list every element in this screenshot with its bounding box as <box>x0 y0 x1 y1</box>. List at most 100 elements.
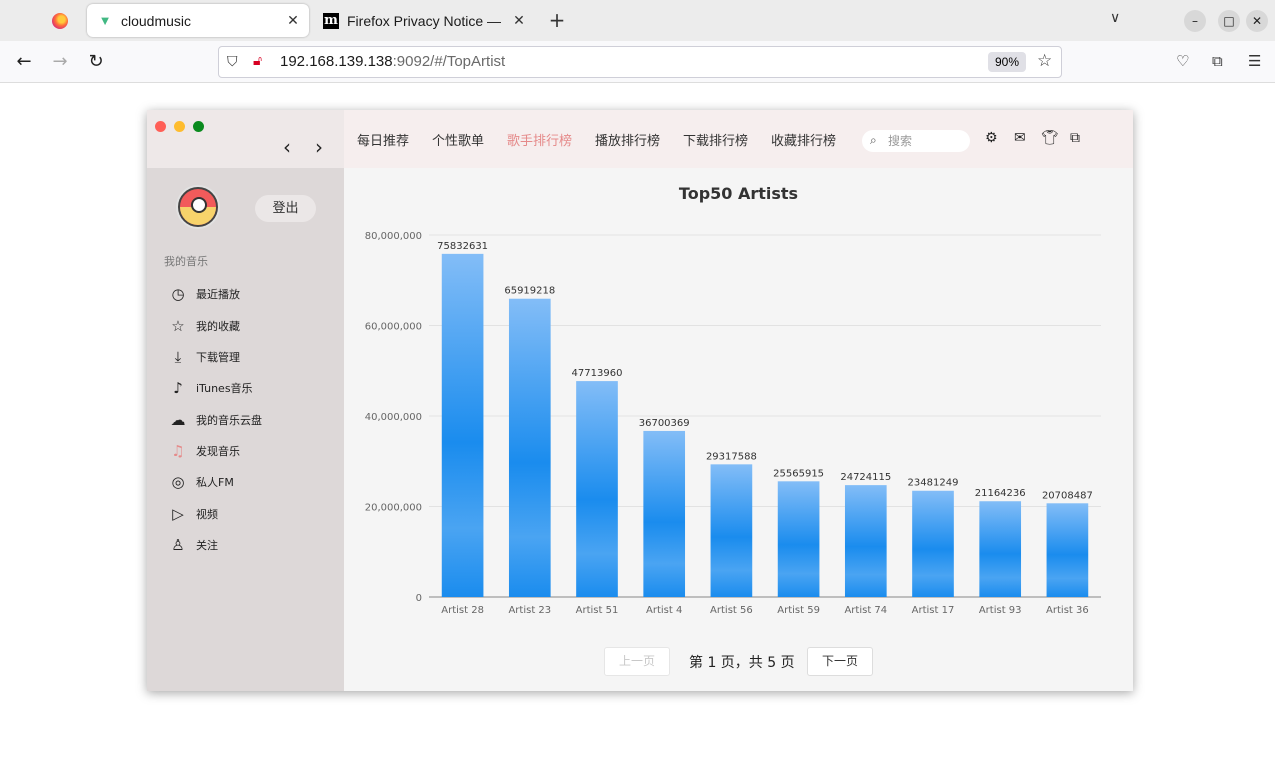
browser-tab-bar: ▼ cloudmusic ✕ m Firefox Privacy Notice … <box>0 0 1275 41</box>
sidebar-item-favorites[interactable]: ☆ 我的收藏 <box>168 315 240 337</box>
data-label: 29317588 <box>706 451 757 462</box>
bar <box>777 481 820 597</box>
mdn-icon: m <box>323 12 339 29</box>
section-title: 我的音乐 <box>164 255 208 268</box>
close-tab-icon[interactable]: ✕ <box>287 12 299 28</box>
maximize-dot[interactable] <box>193 121 204 132</box>
y-tick-label: 0 <box>416 593 422 604</box>
tab-artist-rank[interactable]: 歌手排行榜 <box>507 134 573 149</box>
insecure-lock-icon[interactable]: 🔓︎ <box>253 53 263 69</box>
minimize-button[interactable]: – <box>1184 10 1206 32</box>
minimize-dot[interactable] <box>174 121 185 132</box>
sidebar-item-label: iTunes音乐 <box>196 382 253 395</box>
sidebar-item-downloads[interactable]: ⤓ 下载管理 <box>168 346 240 368</box>
extensions-icon[interactable]: ⧉ <box>1212 52 1223 70</box>
star-icon: ☆ <box>171 317 185 335</box>
tab-collect-rank[interactable]: 收藏排行榜 <box>771 134 837 149</box>
search-icon: ⌕ <box>870 133 877 147</box>
gear-icon[interactable]: ⚙ <box>985 130 998 146</box>
video-icon: ▷ <box>172 505 184 523</box>
mini-window-icon[interactable]: ⧉ <box>1070 130 1080 146</box>
zoom-level[interactable]: 90% <box>988 52 1026 72</box>
tab-privacy-notice[interactable]: m Firefox Privacy Notice — ✕ <box>313 4 535 37</box>
tab-daily[interactable]: 每日推荐 <box>357 134 410 149</box>
top-nav: 每日推荐 个性歌单 歌手排行榜 播放排行榜 下载排行榜 收藏排行榜 ⌕ ⚙ ✉ … <box>344 110 1133 168</box>
page-indicator: 第 1 页，共 5 页 <box>689 655 795 671</box>
data-label: 75832631 <box>437 241 488 252</box>
next-page-button[interactable]: 下一页 <box>807 647 873 676</box>
sidebar-item-fm[interactable]: ◎ 私人FM <box>168 471 234 493</box>
data-label: 21164236 <box>975 488 1026 499</box>
sidebar-item-label: 视频 <box>196 508 218 521</box>
tab-play-rank[interactable]: 播放排行榜 <box>595 134 661 149</box>
sidebar-item-recent[interactable]: ◷ 最近播放 <box>168 283 240 305</box>
chevron-right-icon[interactable]: › <box>315 135 323 159</box>
list-all-tabs-icon[interactable]: ∨ <box>1110 10 1121 26</box>
sidebar-item-label: 关注 <box>196 539 218 552</box>
sidebar-item-follow[interactable]: ♙ 关注 <box>168 534 218 556</box>
sidebar: ‹ › 登出 我的音乐 ◷ 最近播放 ☆ 我的收藏 ⤓ 下载管理 ♪ iTune… <box>147 110 344 691</box>
music-note-icon: ♪ <box>173 379 183 397</box>
data-label: 24724115 <box>840 472 891 483</box>
menu-icon[interactable]: ☰ <box>1248 52 1262 70</box>
close-tab-icon[interactable]: ✕ <box>513 12 525 28</box>
sidebar-item-label: 我的收藏 <box>196 320 240 333</box>
x-tick-label: Artist 93 <box>979 605 1022 616</box>
search-input[interactable] <box>888 132 964 150</box>
close-dot[interactable] <box>155 121 166 132</box>
new-tab-button[interactable]: + <box>548 8 566 32</box>
cloudmusic-app: ‹ › 登出 我的音乐 ◷ 最近播放 ☆ 我的收藏 ⤓ 下载管理 ♪ iTune… <box>147 110 1133 691</box>
maximize-button[interactable]: □ <box>1218 10 1240 32</box>
x-tick-label: Artist 4 <box>646 605 682 616</box>
reload-icon[interactable]: ↻ <box>88 51 104 72</box>
chart-title: Top50 Artists <box>678 184 799 203</box>
tab-label: Firefox Privacy Notice — <box>347 12 502 29</box>
mail-icon[interactable]: ✉ <box>1014 130 1026 146</box>
sidebar-item-video[interactable]: ▷ 视频 <box>168 503 218 525</box>
bar <box>643 430 686 597</box>
tab-label: cloudmusic <box>121 12 192 29</box>
search-box: ⌕ <box>862 130 970 152</box>
x-tick-label: Artist 36 <box>1046 605 1089 616</box>
url-text[interactable]: 192.168.139.138:9092/#/TopArtist <box>280 53 506 70</box>
prev-page-button[interactable]: 上一页 <box>604 647 670 676</box>
follow-icon: ♙ <box>171 536 185 554</box>
sidebar-item-label: 发现音乐 <box>196 445 240 458</box>
x-tick-label: Artist 23 <box>508 605 551 616</box>
bar <box>844 485 887 597</box>
pocket-icon[interactable]: ♡ <box>1176 52 1190 70</box>
download-icon: ⤓ <box>174 348 182 366</box>
firefox-logo-icon <box>52 13 68 29</box>
sidebar-item-itunes[interactable]: ♪ iTunes音乐 <box>168 377 253 399</box>
chevron-left-icon[interactable]: ‹ <box>283 135 291 159</box>
tab-download-rank[interactable]: 下载排行榜 <box>683 134 749 149</box>
sidebar-item-cloud[interactable]: ☁︎ 我的音乐云盘 <box>168 409 263 431</box>
back-icon[interactable]: ← <box>16 51 32 72</box>
y-tick-label: 60,000,000 <box>365 322 422 333</box>
cloud-icon: ☁︎ <box>170 411 186 429</box>
avatar-eye <box>191 197 207 213</box>
shield-icon[interactable]: ⛉ <box>227 54 238 70</box>
forward-icon[interactable]: → <box>52 51 68 72</box>
tab-playlists[interactable]: 个性歌单 <box>432 134 485 149</box>
bar <box>576 381 618 597</box>
shirt-icon[interactable]: 👕︎ <box>1041 130 1059 146</box>
bar <box>441 253 484 597</box>
sidebar-item-label: 下载管理 <box>196 351 240 364</box>
x-tick-label: Artist 74 <box>844 605 887 616</box>
sidebar-item-discover[interactable]: ♫ 发现音乐 <box>168 440 240 462</box>
bar-chart: 0 20,000,000 40,000,000 60,000,000 80,000,00… <box>365 231 1101 616</box>
discover-icon: ♫ <box>171 442 185 460</box>
tab-cloudmusic[interactable]: ▼ cloudmusic ✕ <box>87 4 309 37</box>
close-window-button[interactable]: ✕ <box>1246 10 1268 32</box>
x-tick-label: Artist 28 <box>441 605 484 616</box>
firefox-view-button[interactable] <box>40 6 80 36</box>
sidebar-item-label: 私人FM <box>196 476 234 489</box>
avatar[interactable] <box>178 187 218 227</box>
data-label: 20708487 <box>1042 490 1093 501</box>
url-bar[interactable]: ⛉ 🔓︎ 192.168.139.138:9092/#/TopArtist 90… <box>218 46 1062 78</box>
data-label: 36700369 <box>639 418 690 429</box>
logout-button[interactable]: 登出 <box>255 195 316 222</box>
x-tick-label: Artist 17 <box>912 605 955 616</box>
bookmark-star-icon[interactable]: ☆ <box>1037 51 1053 71</box>
